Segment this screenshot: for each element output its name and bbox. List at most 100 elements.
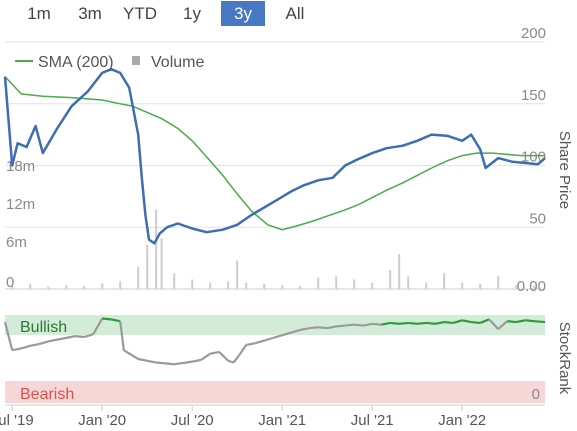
stockrank-segment: [92, 317, 104, 335]
stockrank-segment: [47, 338, 58, 343]
x-tick-label: Jan '22: [438, 412, 486, 429]
stockrank-segment: [408, 321, 418, 325]
volume-bar: [47, 286, 50, 289]
stockrank-segment: [218, 351, 229, 362]
range-tab-ytd[interactable]: YTD: [123, 4, 157, 23]
stockrank-segment: [110, 318, 121, 323]
volume-bar: [155, 209, 158, 289]
bullish-label: Bullish: [20, 319, 67, 336]
stockrank-segment: [336, 324, 346, 328]
stockrank-segment: [390, 321, 400, 325]
volume-bar: [497, 276, 500, 289]
stockrank-segment: [362, 322, 373, 327]
legend: SMA (200) Volume: [15, 54, 204, 71]
stockrank-segment: [232, 354, 240, 364]
stockrank-segment: [290, 328, 301, 334]
stockrank-segment: [245, 342, 256, 346]
stockrank-segment: [380, 321, 391, 326]
volume-bar: [263, 283, 266, 289]
stockrank-segment: [281, 331, 292, 337]
range-tab-1m[interactable]: 1m: [27, 4, 51, 23]
stockrank-segment: [56, 336, 67, 341]
stockrank-segment: [417, 321, 427, 325]
x-tick-label: Jul '21: [351, 412, 394, 429]
stockrank-segment: [11, 347, 22, 352]
stockrank-segment: [272, 334, 283, 339]
stockrank-segment: [263, 336, 274, 342]
stockrank-segment: [525, 319, 535, 323]
stockrank-line: [3, 317, 546, 366]
stockrank-segment: [444, 320, 454, 325]
stockrank-segment: [426, 321, 436, 325]
range-tab-all[interactable]: All: [285, 4, 305, 23]
volume-tick-label: 0: [6, 274, 14, 291]
stockrank-segment: [515, 319, 526, 324]
stockrank-segment: [3, 321, 14, 351]
stockrank-segment: [209, 350, 220, 355]
volume-zero-label: 0.00: [517, 278, 546, 295]
volume-bar: [335, 276, 338, 289]
volume-axis-ticks: 0 6m 12m 18m: [6, 158, 35, 291]
stockrank-segment: [83, 333, 94, 339]
volume-bar: [83, 285, 86, 289]
stockrank-segment: [399, 321, 409, 325]
stockrank-segment: [326, 325, 337, 330]
volume-bar: [191, 279, 194, 289]
stockrank-segment: [119, 321, 125, 351]
stockrank-segment: [174, 360, 193, 366]
range-tab-1y[interactable]: 1y: [183, 4, 201, 23]
x-tick-label: Jul '20: [171, 412, 214, 429]
price-tick-label: 150: [521, 87, 546, 104]
volume-bar: [299, 285, 302, 289]
volume-bar: [353, 279, 356, 289]
volume-bar: [443, 273, 446, 289]
volume-tick-label: 18m: [6, 158, 35, 175]
share-price-line: [3, 67, 546, 245]
stockrank-segment: [65, 335, 76, 339]
volume-bar: [173, 273, 176, 289]
volume-tick-label: 12m: [6, 196, 35, 213]
sma-200-line: [4, 76, 545, 231]
volume-bar: [245, 282, 248, 289]
stockrank-segment: [309, 326, 319, 330]
stockrank-zero-label: 0: [532, 386, 540, 403]
stockrank-segment: [318, 326, 328, 330]
bearish-label: Bearish: [20, 386, 74, 403]
volume-bar: [479, 283, 482, 289]
volume-bar: [11, 285, 14, 289]
stockrank-segment: [38, 340, 49, 346]
volume-bar: [425, 282, 428, 289]
legend-volume-swatch: [132, 56, 140, 65]
stockrank-segment: [200, 352, 211, 361]
stockrank-segment: [497, 320, 508, 330]
stockrank-segment: [20, 344, 31, 350]
stockrank-segment: [345, 323, 355, 327]
price-tick-label: 50: [529, 210, 546, 227]
volume-bar: [407, 276, 410, 289]
x-tick-label: Jan '20: [78, 412, 126, 429]
stockrank-segment: [29, 342, 40, 347]
volume-bar: [461, 282, 464, 289]
share-price-axis-title: Share Price: [556, 131, 573, 209]
range-tab-3m[interactable]: 3m: [78, 4, 102, 23]
legend-sma-label: SMA (200): [38, 54, 114, 71]
stockrank-axis-title: StockRank: [556, 322, 573, 395]
volume-bar: [533, 285, 536, 289]
stockrank-segment: [238, 344, 248, 357]
price-tick-label: 200: [521, 25, 546, 42]
stockrank-segment: [137, 357, 157, 364]
volume-bar: [371, 282, 374, 289]
volume-bar: [119, 281, 122, 289]
volume-bar: [515, 285, 518, 289]
volume-bar: [398, 254, 401, 289]
volume-bar: [209, 282, 212, 289]
volume-bar: [281, 285, 284, 289]
legend-volume-label: Volume: [151, 54, 204, 71]
stockrank-segment: [123, 349, 139, 360]
x-axis: Jul '19 Jan '20 Jul '20 Jan '21 Jul '21 Jan '…: [0, 404, 545, 429]
volume-bar: [146, 244, 149, 289]
volume-tick-label: 6m: [6, 234, 27, 251]
stockrank-segment: [102, 317, 112, 321]
range-tab-3y[interactable]: 3y: [221, 1, 265, 26]
